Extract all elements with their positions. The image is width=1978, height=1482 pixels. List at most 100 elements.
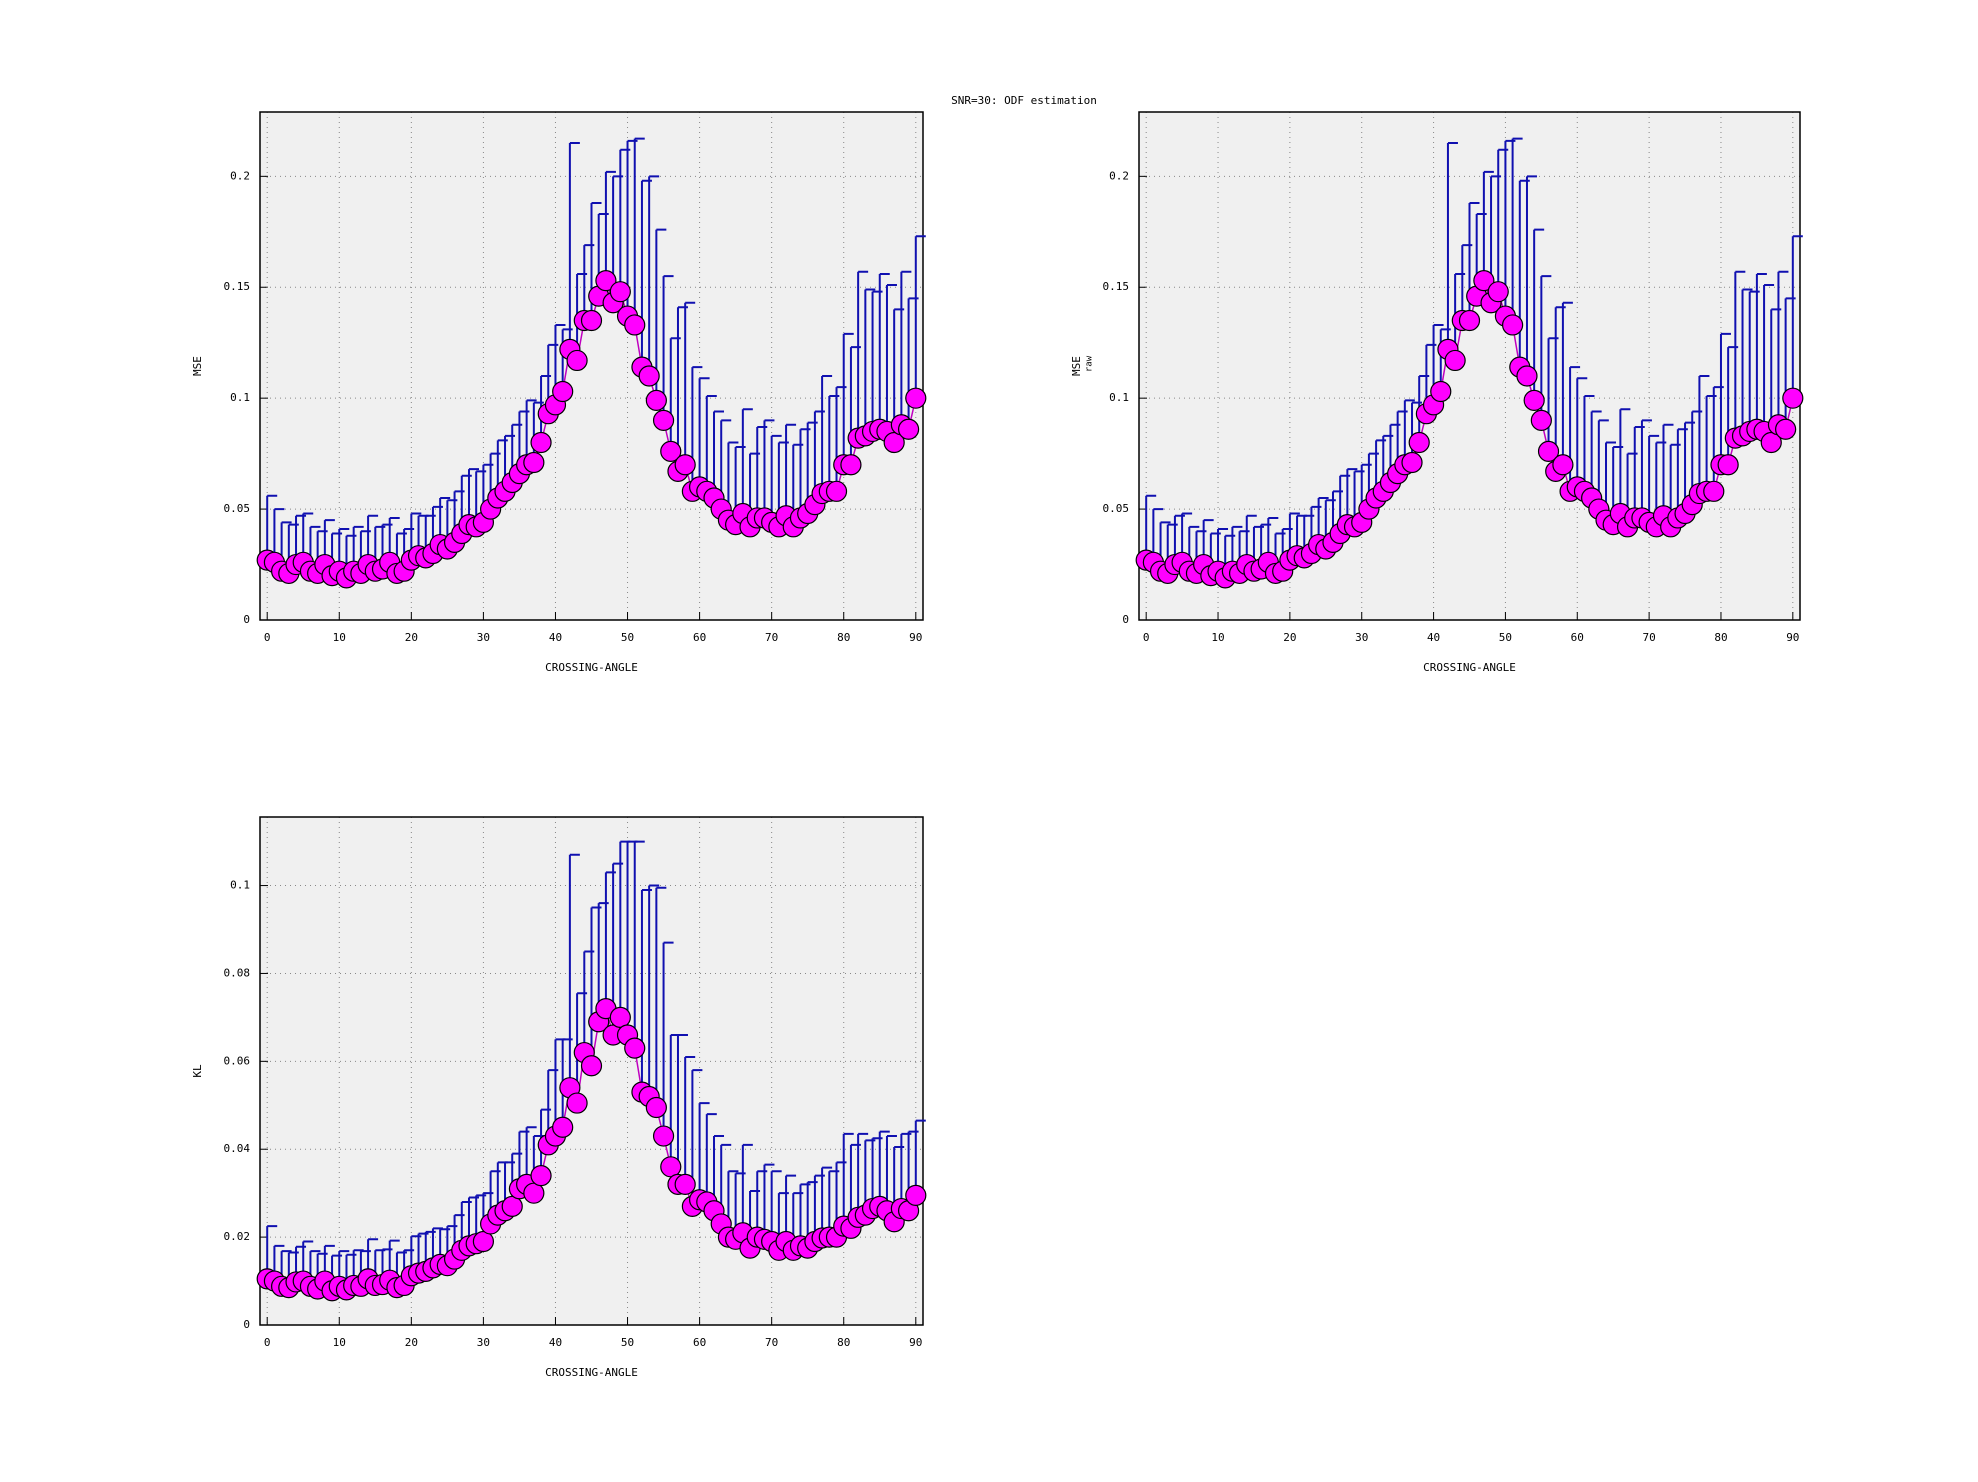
error-bar	[828, 394, 840, 492]
error-bar	[763, 419, 775, 518]
data-point	[609, 281, 631, 303]
error-bar	[1719, 332, 1731, 465]
error-bar	[1741, 288, 1753, 436]
error-bar	[756, 1170, 768, 1238]
x-tick-label: 0	[264, 1336, 271, 1349]
error-bar	[619, 148, 631, 292]
error-bar	[684, 1055, 696, 1185]
data-point	[1703, 480, 1725, 502]
error-bar	[885, 284, 897, 432]
x-tick-label: 20	[405, 631, 418, 644]
error-bar	[1482, 170, 1494, 281]
error-bar	[633, 137, 645, 325]
error-bar	[842, 1132, 854, 1227]
x-tick-label: 40	[549, 1336, 562, 1349]
error-bar	[770, 1170, 782, 1242]
error-bar	[669, 337, 681, 452]
data-point	[566, 1092, 588, 1114]
y-tick-label: 0.04	[224, 1142, 251, 1155]
error-bar	[1145, 494, 1157, 561]
data-point	[1408, 431, 1430, 454]
error-bar	[770, 434, 782, 523]
data-point	[674, 1173, 696, 1195]
y-tick-label: 0.2	[1109, 169, 1129, 182]
data-point	[1502, 314, 1524, 336]
x-axis-label: CROSSING-ANGLE	[545, 661, 638, 674]
error-bar	[785, 423, 797, 516]
error-bar	[684, 301, 696, 465]
data-point	[530, 431, 552, 454]
error-bar	[756, 426, 768, 518]
data-point	[624, 1037, 646, 1059]
error-bar	[1576, 377, 1588, 487]
plot-area	[1139, 112, 1800, 620]
error-bar	[604, 170, 616, 281]
x-tick-label: 30	[1355, 631, 1368, 644]
error-bar	[907, 297, 919, 430]
x-tick-label: 50	[621, 631, 634, 644]
x-tick-label: 0	[1143, 631, 1150, 644]
error-bar	[705, 1113, 717, 1202]
error-bar	[900, 270, 912, 425]
data-point	[530, 1164, 552, 1187]
error-bar	[821, 1166, 833, 1238]
data-point	[1537, 440, 1560, 463]
data-point	[1782, 387, 1804, 409]
error-bar	[821, 374, 833, 494]
data-point	[674, 454, 696, 476]
error-bar	[640, 888, 652, 1093]
error-bar	[590, 906, 602, 1066]
error-bar	[648, 884, 660, 1097]
y-tick-label: 0.1	[230, 879, 250, 892]
error-bar	[871, 290, 883, 432]
y-tick-label: 0.15	[224, 280, 251, 293]
y-tick-label: 0.1	[230, 391, 250, 404]
data-point	[552, 1116, 574, 1138]
error-bar	[763, 1163, 775, 1240]
plot-frame	[1138, 111, 1801, 621]
data-point	[1401, 451, 1423, 474]
error-bar	[1777, 270, 1789, 425]
error-bar	[1755, 272, 1767, 430]
error-bar	[864, 288, 876, 436]
data-point	[624, 314, 646, 336]
data-point	[1530, 409, 1552, 431]
error-bar	[1619, 408, 1631, 514]
error-bar	[1698, 374, 1710, 494]
chart: 0 0.05 0.1 0.15 0.2 0 10 20 30 40 50 60 70 80 90 CROSSI…	[191, 111, 927, 674]
x-tick-label: 60	[693, 631, 706, 644]
error-bar	[1633, 426, 1645, 518]
data-point	[580, 309, 603, 332]
error-bar	[698, 377, 710, 487]
y-axis-label: KL	[191, 1064, 204, 1078]
error-bar	[885, 1135, 897, 1211]
error-bar	[698, 1102, 710, 1200]
x-tick-label: 60	[1571, 631, 1584, 644]
x-tick-label: 80	[837, 1336, 850, 1349]
data-point	[645, 1096, 667, 1119]
x-axis-label: CROSSING-ANGLE	[1423, 661, 1516, 674]
data-point	[1523, 389, 1545, 411]
data-point	[1717, 454, 1739, 476]
data-point	[595, 269, 617, 292]
error-bar	[835, 386, 847, 492]
x-tick-label: 40	[1427, 631, 1440, 644]
error-bar	[1784, 297, 1796, 430]
error-bar	[1403, 399, 1415, 465]
y-tick-label: 0.08	[224, 966, 251, 979]
error-bar	[878, 1130, 890, 1207]
error-bar	[648, 175, 660, 376]
x-tick-label: 90	[1786, 631, 1799, 644]
error-bar	[857, 1132, 869, 1218]
plot-frame	[259, 111, 924, 621]
x-tick-label: 50	[621, 1336, 634, 1349]
x-tick-label: 20	[405, 1336, 418, 1349]
data-point	[905, 387, 927, 409]
x-tick-label: 70	[1642, 631, 1655, 644]
y-tick-label: 0.05	[1103, 502, 1130, 515]
error-bar	[525, 399, 537, 465]
x-tick-label: 80	[837, 631, 850, 644]
error-bar	[799, 428, 811, 518]
error-bar	[842, 332, 854, 465]
